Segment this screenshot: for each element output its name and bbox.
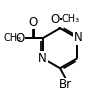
Text: N: N — [73, 31, 82, 44]
Text: N: N — [38, 52, 47, 65]
Text: O: O — [50, 13, 59, 26]
Text: CH₃: CH₃ — [61, 14, 80, 24]
Text: Br: Br — [58, 78, 72, 91]
Text: CH₃: CH₃ — [3, 33, 21, 43]
Text: O: O — [15, 32, 25, 45]
Text: O: O — [28, 16, 38, 29]
